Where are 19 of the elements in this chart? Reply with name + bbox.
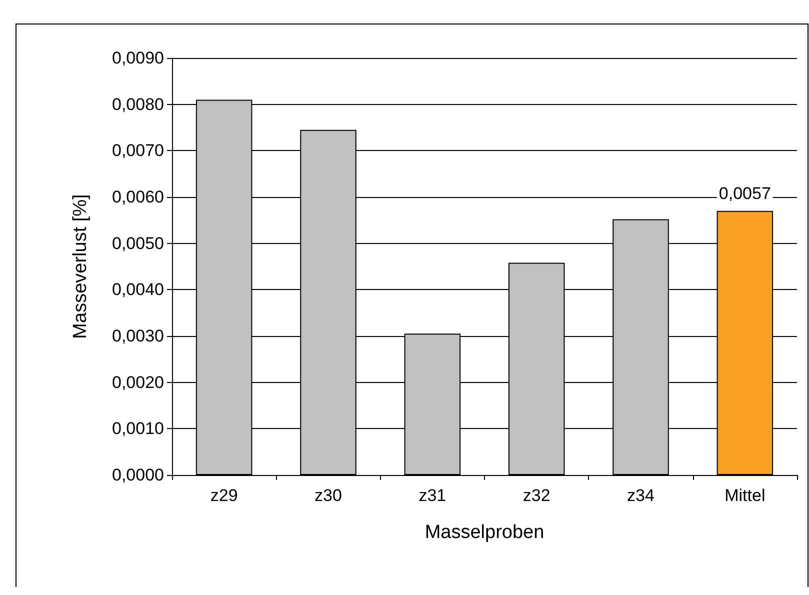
y-tick-label: 0,0070 (112, 141, 164, 160)
y-tick-label: 0,0090 (112, 48, 164, 68)
x-tick-label: z30 (314, 486, 342, 505)
y-tick-label: 0,0010 (112, 419, 164, 438)
x-tick-label: z32 (522, 486, 550, 505)
y-tick-label: 0,0050 (112, 234, 164, 253)
x-tick-label: z34 (627, 486, 654, 505)
y-tick-label: 0,0020 (112, 372, 164, 392)
x-tick-label: z29 (210, 486, 238, 505)
x-axis-title: Masselproben (424, 522, 544, 543)
y-tick-label: 0,0060 (112, 188, 164, 206)
y-tick-label: 0,0030 (112, 326, 164, 346)
y-axis-title: Masseverlust [%] (70, 194, 91, 339)
x-tick-label: z31 (418, 486, 446, 505)
y-tick-label: 0,0040 (112, 280, 164, 300)
y-tick-label: 0,0000 (112, 466, 164, 484)
data-label: 0,0057 (718, 184, 771, 203)
x-tick-label: Mittel (724, 486, 766, 505)
y-tick-label: 0,0080 (112, 94, 164, 114)
